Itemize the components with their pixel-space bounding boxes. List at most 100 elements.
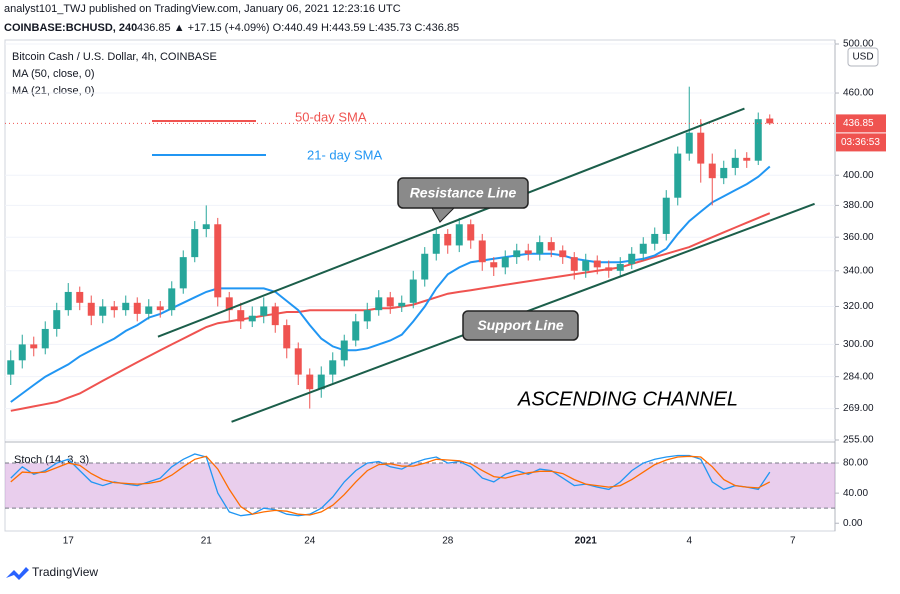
candle-body [639, 243, 647, 254]
candle-body [513, 250, 521, 258]
candle-body [616, 263, 624, 271]
x-tick-label: 24 [304, 536, 316, 547]
y-tick-label: 400.00 [843, 170, 874, 181]
candle-body [375, 297, 383, 311]
candle-body [685, 132, 693, 154]
y-tick-label: 380.00 [843, 200, 874, 211]
candle-body [156, 306, 164, 311]
x-tick-label: 28 [442, 536, 454, 547]
candle-body [225, 297, 233, 311]
legend-ma50: MA (50, close, 0) [12, 68, 95, 80]
candle-body [501, 257, 509, 268]
candle-body [731, 157, 739, 168]
countdown: 03:36:53 [841, 137, 880, 148]
y-tick-label: 40.00 [843, 488, 868, 499]
y-tick-label: 255.00 [843, 435, 874, 446]
candle-body [122, 302, 130, 311]
candle-body [547, 242, 555, 251]
annotation: 21- day SMA [307, 147, 382, 162]
x-tick-label: 21 [201, 536, 213, 547]
trendline-label: Resistance Line [410, 185, 517, 201]
annotation: 50-day SMA [295, 109, 367, 124]
brand-logo [6, 567, 29, 580]
trendline-label-box [462, 310, 579, 341]
candle-body [386, 297, 394, 307]
trendline-label-box [397, 177, 529, 209]
candle-body [754, 119, 762, 161]
y-tick-label: 0.00 [843, 518, 863, 529]
symbol: COINBASE:BCHUSD, 240 [4, 22, 137, 34]
candle-body [260, 306, 268, 316]
candle-body [306, 374, 314, 390]
candle-body [352, 321, 360, 341]
candle-body [18, 344, 26, 361]
candle-body [294, 348, 302, 375]
candle-body [432, 233, 440, 254]
candle-body [708, 163, 716, 179]
candle-body [133, 302, 141, 314]
candle-body [421, 253, 429, 280]
candle-body [766, 118, 774, 124]
candle-body [191, 229, 199, 258]
y-tick-label: 80.00 [843, 458, 868, 469]
stoch-band [5, 463, 835, 509]
candle-body [662, 197, 670, 234]
candle-body [467, 224, 475, 241]
x-tick-label: 4 [686, 536, 692, 547]
candle-body [53, 310, 61, 329]
candle-body [87, 302, 95, 316]
candle-body [7, 360, 15, 375]
candle-body [559, 250, 567, 258]
y-tick-label: 500.00 [843, 39, 874, 50]
candle-body [179, 257, 187, 289]
y-tick-label: 284.00 [843, 371, 874, 382]
candle-body [444, 233, 452, 246]
candle-body [593, 260, 601, 268]
stoch-line [10, 453, 771, 517]
candle-body [697, 132, 705, 164]
trendline [157, 107, 745, 338]
y-tick-label: 300.00 [843, 339, 874, 350]
candle-body [248, 315, 256, 322]
candle-body [674, 153, 682, 198]
x-tick-label: 17 [63, 536, 75, 547]
annotation: ASCENDING CHANNEL [517, 388, 738, 410]
candle-body [214, 224, 222, 298]
candle-body [41, 328, 49, 349]
candle-body [536, 242, 544, 254]
chart-title: Bitcoin Cash / U.S. Dollar, 4h, COINBASE [12, 51, 217, 63]
logo-icon [6, 567, 29, 580]
price-tag-label: 436.85 [843, 118, 874, 129]
candle-body [455, 224, 463, 246]
x-tick-label: 2021 [575, 536, 598, 547]
candle-body [237, 310, 245, 322]
candle-body [283, 325, 291, 349]
candle-body [99, 306, 107, 316]
candle-body [76, 291, 84, 303]
y-tick-label: 269.00 [843, 403, 874, 414]
x-tick-label: 7 [790, 536, 796, 547]
legend-ma21: MA (21, close, 0) [12, 85, 95, 97]
candle-body [720, 167, 728, 179]
candle-body [64, 291, 72, 311]
candle-body [478, 240, 486, 263]
candle-body [363, 310, 371, 322]
candle-body [168, 288, 176, 311]
candle-body [582, 260, 590, 271]
candle-body [202, 224, 210, 230]
countdown-tag [836, 133, 886, 152]
y-tick-label: 360.00 [843, 232, 874, 243]
y-tick-label: 320.00 [843, 301, 874, 312]
candle-body [271, 306, 279, 326]
candle-body [743, 157, 751, 161]
candle-body [409, 279, 417, 303]
brand: TradingView [32, 565, 98, 579]
trendline-label: Support Line [477, 317, 564, 333]
published-line: analyst101_TWJ published on TradingView.… [4, 3, 401, 15]
y-tick-label: 340.00 [843, 265, 874, 276]
quote: 436.85 ▲ +17.15 (+4.09%) O:440.49 H:443.… [137, 22, 459, 34]
candle-body [30, 344, 38, 349]
